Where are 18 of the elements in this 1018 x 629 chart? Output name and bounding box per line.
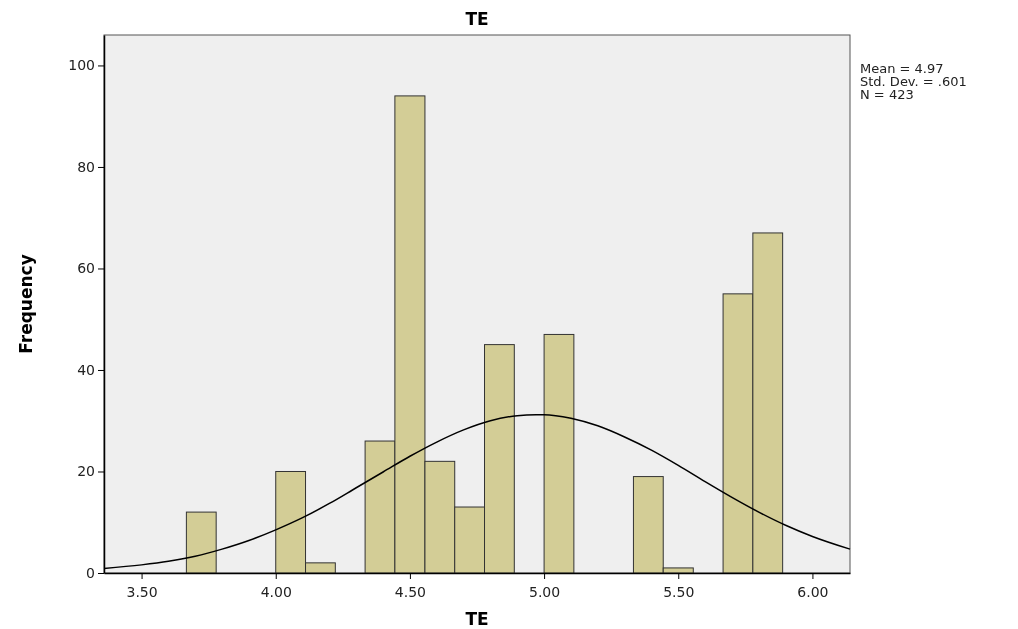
x-tick-label: 3.50 <box>126 584 158 601</box>
y-tick-label: 100 <box>68 57 95 74</box>
text: Std. Dev. = .601 <box>860 74 967 89</box>
x-axis-title: TE <box>465 609 489 629</box>
x-tick-label: 5.00 <box>529 584 561 601</box>
text: N = 423 <box>860 87 914 102</box>
x-tick-label: 6.00 <box>797 584 829 601</box>
x-tick-label: 4.50 <box>394 584 426 601</box>
x-tick-label: 4.00 <box>260 584 292 601</box>
y-tick-label: 60 <box>77 260 95 277</box>
y-tick-label: 40 <box>77 361 95 378</box>
x-tick-label: 5.50 <box>663 584 695 601</box>
y-tick-label: 80 <box>77 158 95 175</box>
text: Mean = 4.97 <box>860 61 944 76</box>
chart-title: TE <box>465 9 489 29</box>
y-axis-title: Frequency <box>16 254 36 354</box>
y-tick-label: 20 <box>77 463 95 480</box>
y-tick-label: 0 <box>86 564 95 581</box>
